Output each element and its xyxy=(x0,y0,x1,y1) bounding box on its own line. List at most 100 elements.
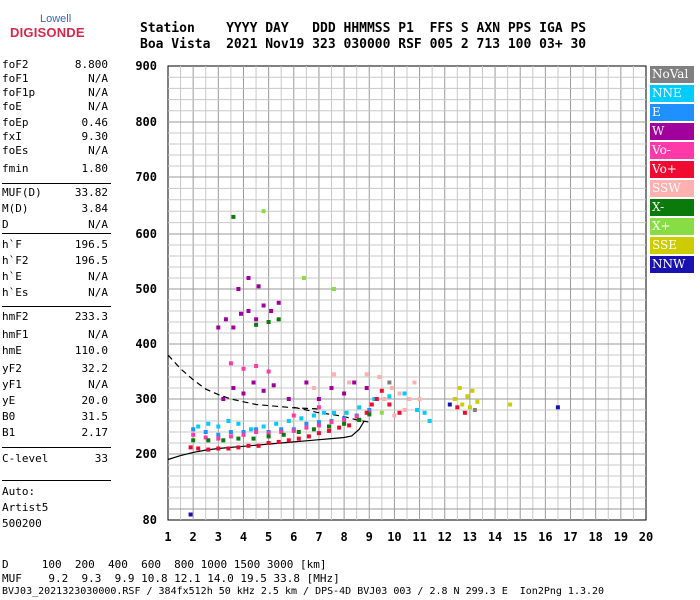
data-point-nne xyxy=(387,394,392,399)
data-point-vo xyxy=(191,432,196,437)
x-tick-label: 3 xyxy=(215,530,222,544)
data-point-nne xyxy=(311,413,316,418)
param-row-fof1: foF1 N/A xyxy=(2,72,108,86)
data-point-w xyxy=(352,380,357,385)
data-point-e xyxy=(354,413,359,418)
data-point-vo xyxy=(254,364,259,368)
data-point-w xyxy=(316,397,321,401)
data-point-vo xyxy=(364,410,369,415)
data-point-vo xyxy=(327,428,331,433)
auto-program: Artist5 xyxy=(2,501,49,514)
param-value: N/A xyxy=(88,218,108,231)
param-row-h-es: h`Es N/A xyxy=(2,286,108,300)
y-tick-label: 300 xyxy=(135,392,157,406)
y-tick-label: 600 xyxy=(135,227,157,241)
data-point-nne xyxy=(422,410,427,415)
data-point-nne xyxy=(226,419,231,423)
data-point-nne xyxy=(206,421,211,426)
y-tick-label: 80 xyxy=(143,513,157,527)
y-tick-label: 400 xyxy=(135,337,157,351)
param-value: 31.5 xyxy=(81,410,109,423)
param-label: foEp xyxy=(2,116,29,129)
param-label: hmF1 xyxy=(2,328,29,341)
data-point-vo xyxy=(455,405,460,410)
data-point-e xyxy=(254,427,259,432)
param-row-b1: B1 2.17 xyxy=(2,426,108,440)
param-value: 196.5 xyxy=(74,254,108,267)
data-point-w xyxy=(364,386,369,390)
data-point-x xyxy=(342,421,347,426)
footer-muf-row: MUF 9.2 9.3 9.9 10.8 12.1 14.0 19.5 33.8… xyxy=(2,572,340,585)
data-point-x xyxy=(332,287,336,291)
x-tick-label: 11 xyxy=(412,530,426,544)
data-point-e xyxy=(241,430,246,434)
data-point-w xyxy=(276,300,281,305)
plot-frame xyxy=(167,65,647,521)
data-point-vo xyxy=(291,428,296,433)
param-value: 110.0 xyxy=(74,344,108,357)
data-point-vo xyxy=(347,423,352,428)
x-tick-label: 1 xyxy=(164,530,171,544)
data-point-e xyxy=(342,416,347,421)
data-point-w xyxy=(271,383,276,388)
param-value: 233.3 xyxy=(74,310,108,323)
data-point-vo xyxy=(254,430,259,434)
footer-file-info: BVJ03_2021323030000.RSF / 384fx512h 50 k… xyxy=(2,586,605,597)
data-point-vo xyxy=(329,420,334,425)
data-point-e xyxy=(216,432,221,437)
data-point-nne xyxy=(415,408,420,412)
param-value: 32.2 xyxy=(81,362,109,375)
param-row-muf-d: MUF(D) 33.82 xyxy=(2,186,108,200)
logo-lowell-text: Lowell xyxy=(40,13,72,25)
auto-code: 500200 xyxy=(2,517,42,530)
data-point-vo xyxy=(342,417,347,422)
data-point-vo xyxy=(306,434,311,439)
data-point-x xyxy=(327,424,331,429)
data-point-w xyxy=(286,397,291,401)
legend-item-x: X- xyxy=(650,199,694,216)
data-point-sse xyxy=(465,394,470,399)
x-tick-label: 14 xyxy=(488,530,502,544)
param-row-c-level: C-level 33 xyxy=(2,452,108,466)
param-value: N/A xyxy=(88,86,108,99)
param-label: D xyxy=(2,218,9,231)
data-point-nne xyxy=(196,424,201,429)
trace-solid xyxy=(167,420,365,461)
data-point-vo xyxy=(296,436,301,441)
legend-item-nne: NNE xyxy=(650,85,694,102)
data-point-vo xyxy=(279,430,284,434)
data-point-w xyxy=(221,397,226,401)
param-value: 8.800 xyxy=(74,58,108,71)
param-row-d: D N/A xyxy=(2,218,108,232)
param-label: MUF(D) xyxy=(2,186,42,199)
data-point-vo xyxy=(337,425,342,430)
data-point-vo xyxy=(357,417,362,422)
x-tick-label: 15 xyxy=(513,530,527,544)
data-point-vo xyxy=(266,431,271,436)
param-value: N/A xyxy=(88,72,108,85)
param-value: N/A xyxy=(88,144,108,157)
data-point-vo xyxy=(216,446,221,451)
x-tick-label: 8 xyxy=(340,530,347,544)
data-point-ssw xyxy=(364,372,369,377)
param-label: hmE xyxy=(2,344,22,357)
data-point-w xyxy=(261,303,266,308)
data-point-ssw xyxy=(417,397,422,401)
data-point-nnw xyxy=(188,512,193,517)
data-point-nne xyxy=(261,424,266,429)
data-point-e xyxy=(279,427,284,432)
x-tick-label: 19 xyxy=(614,530,628,544)
x-tick-label: 20 xyxy=(639,530,653,544)
data-point-nne xyxy=(216,424,221,429)
param-label: B1 xyxy=(2,426,16,439)
data-point-w xyxy=(261,388,266,393)
legend-item-sse: SSE xyxy=(650,237,694,254)
data-point-vo xyxy=(236,445,241,450)
data-point-vo xyxy=(188,445,193,450)
data-point-noval xyxy=(472,408,477,412)
param-row-foe: foE N/A xyxy=(2,100,108,114)
data-point-ssw xyxy=(311,386,316,390)
param-row-h-e: h`E N/A xyxy=(2,270,108,284)
data-point-vo xyxy=(206,447,211,452)
data-point-w xyxy=(342,391,347,396)
